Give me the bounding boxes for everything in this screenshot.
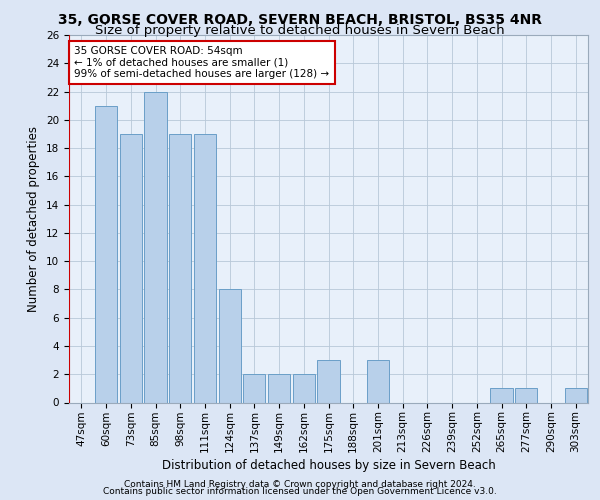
X-axis label: Distribution of detached houses by size in Severn Beach: Distribution of detached houses by size … xyxy=(161,459,496,472)
Bar xyxy=(565,388,587,402)
Bar xyxy=(218,290,241,403)
Bar xyxy=(169,134,191,402)
Bar xyxy=(145,92,167,403)
Bar xyxy=(293,374,315,402)
Bar xyxy=(490,388,512,402)
Text: Contains HM Land Registry data © Crown copyright and database right 2024.: Contains HM Land Registry data © Crown c… xyxy=(124,480,476,489)
Bar xyxy=(317,360,340,403)
Text: Size of property relative to detached houses in Severn Beach: Size of property relative to detached ho… xyxy=(95,24,505,37)
Text: 35, GORSE COVER ROAD, SEVERN BEACH, BRISTOL, BS35 4NR: 35, GORSE COVER ROAD, SEVERN BEACH, BRIS… xyxy=(58,12,542,26)
Bar xyxy=(515,388,538,402)
Bar xyxy=(194,134,216,402)
Text: 35 GORSE COVER ROAD: 54sqm
← 1% of detached houses are smaller (1)
99% of semi-d: 35 GORSE COVER ROAD: 54sqm ← 1% of detac… xyxy=(74,46,329,79)
Bar xyxy=(119,134,142,402)
Bar xyxy=(95,106,117,403)
Y-axis label: Number of detached properties: Number of detached properties xyxy=(28,126,40,312)
Bar xyxy=(243,374,265,402)
Bar xyxy=(268,374,290,402)
Text: Contains public sector information licensed under the Open Government Licence v3: Contains public sector information licen… xyxy=(103,487,497,496)
Bar xyxy=(367,360,389,403)
